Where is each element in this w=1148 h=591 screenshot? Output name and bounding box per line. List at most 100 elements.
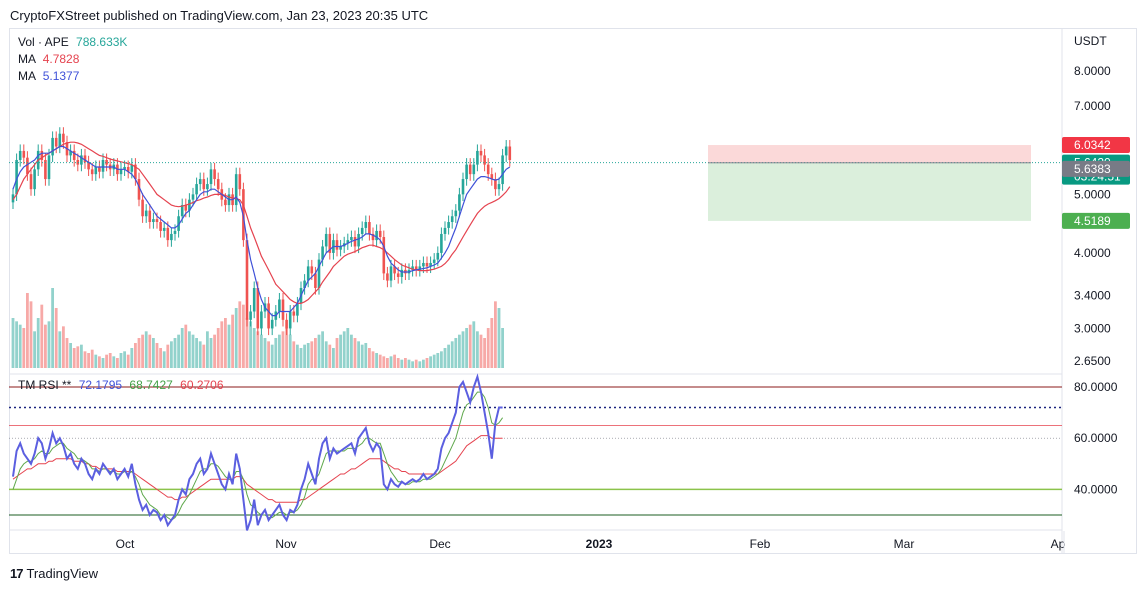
candle-body	[490, 174, 494, 180]
brand-name: TradingView	[26, 566, 99, 581]
volume-bar	[465, 328, 468, 368]
volume-bar	[328, 344, 332, 368]
candle	[238, 167, 242, 196]
candle-body	[166, 227, 170, 241]
price-axis-label: 3.0000	[1074, 321, 1111, 335]
candle-body	[375, 230, 378, 241]
candle	[90, 162, 94, 181]
volume-bar	[141, 334, 144, 368]
volume-bar	[22, 328, 26, 368]
volume-bar	[267, 341, 270, 368]
ma-slow-line	[12, 141, 511, 304]
candle-body	[94, 166, 98, 175]
candle	[18, 144, 22, 167]
candle	[11, 187, 15, 210]
candle	[119, 162, 123, 181]
candle-body	[458, 194, 461, 211]
volume-bar	[231, 314, 234, 368]
volume-bar	[386, 358, 389, 368]
volume-bar	[90, 349, 94, 368]
volume-bar	[468, 324, 472, 368]
candle-body	[249, 311, 252, 320]
candle-body	[234, 174, 238, 206]
volume-bar	[378, 354, 382, 368]
volume-bar	[411, 361, 414, 368]
candle	[465, 158, 468, 186]
volume-bar	[396, 358, 400, 368]
volume-bar	[47, 321, 51, 368]
volume-bar	[40, 304, 44, 368]
ma1-label: MA	[18, 52, 36, 66]
candle-body	[317, 259, 321, 288]
candle-body	[260, 311, 263, 329]
rsi-slow-line	[12, 435, 503, 503]
volume-bar	[260, 334, 263, 368]
volume-bar	[310, 341, 314, 368]
footer-brand[interactable]: 17 TradingView	[10, 566, 98, 581]
candle-body	[180, 205, 184, 217]
candle-body	[184, 205, 188, 211]
candle-body	[137, 179, 141, 200]
candle	[382, 230, 386, 281]
candle-body	[126, 166, 130, 172]
candle-body	[389, 266, 393, 281]
price-axis-currency: USDT	[1074, 34, 1107, 48]
candle-body	[47, 155, 51, 180]
candle-body	[292, 311, 296, 316]
volume-bar	[112, 356, 116, 368]
volume-bar	[80, 344, 83, 368]
price-axis-label: 8.0000	[1074, 64, 1111, 78]
candle	[278, 292, 281, 319]
entry-price-tag-bg	[1062, 160, 1130, 177]
volume-bar	[162, 351, 166, 368]
candle-body	[26, 157, 29, 175]
candle-body	[483, 155, 486, 165]
candle	[47, 148, 51, 186]
volume-bar	[238, 301, 242, 368]
volume-bar	[249, 321, 252, 368]
price-axis-label: 4.0000	[1074, 246, 1111, 260]
candle	[414, 259, 418, 277]
volume-bar	[184, 324, 188, 368]
candle	[144, 204, 148, 223]
legend-rsi: TM RSI ** 72.1795 68.7427 60.2706	[18, 377, 224, 394]
candle-body	[350, 237, 353, 241]
volume-bar	[461, 331, 465, 368]
candle	[501, 148, 504, 191]
candle	[443, 221, 447, 241]
volume-bar	[206, 331, 209, 368]
chart-frame	[9, 28, 1137, 554]
candle-body	[296, 303, 299, 316]
candle-body	[33, 169, 36, 190]
volume-bar	[177, 334, 180, 368]
candle	[141, 193, 144, 223]
candle-body	[155, 219, 159, 223]
volume-bar	[407, 359, 411, 368]
candle	[479, 144, 483, 163]
stop-zone	[708, 145, 1031, 163]
candle	[454, 204, 458, 223]
candle	[400, 263, 404, 284]
rsi-axis-label: 80.0000	[1074, 380, 1118, 394]
candle	[170, 227, 173, 247]
volume-bar	[306, 343, 310, 368]
candle-body	[162, 227, 166, 231]
volume-bar	[321, 331, 324, 368]
candle-body	[382, 237, 386, 274]
price-axis-label: 5.0000	[1074, 187, 1111, 201]
volume-bar	[454, 338, 458, 368]
candle-body	[468, 164, 472, 175]
candle-body	[443, 227, 447, 234]
candle	[105, 153, 108, 172]
candle	[314, 266, 317, 295]
rsi-axis-label: 60.0000	[1074, 431, 1118, 445]
volume-bar	[339, 334, 342, 368]
candle-body	[105, 159, 108, 165]
candle-body	[216, 179, 220, 190]
target-price-tag-bg	[1062, 212, 1130, 229]
candle	[335, 233, 339, 257]
candle	[191, 187, 195, 207]
candle-body	[504, 146, 508, 156]
candle-body	[173, 230, 177, 234]
